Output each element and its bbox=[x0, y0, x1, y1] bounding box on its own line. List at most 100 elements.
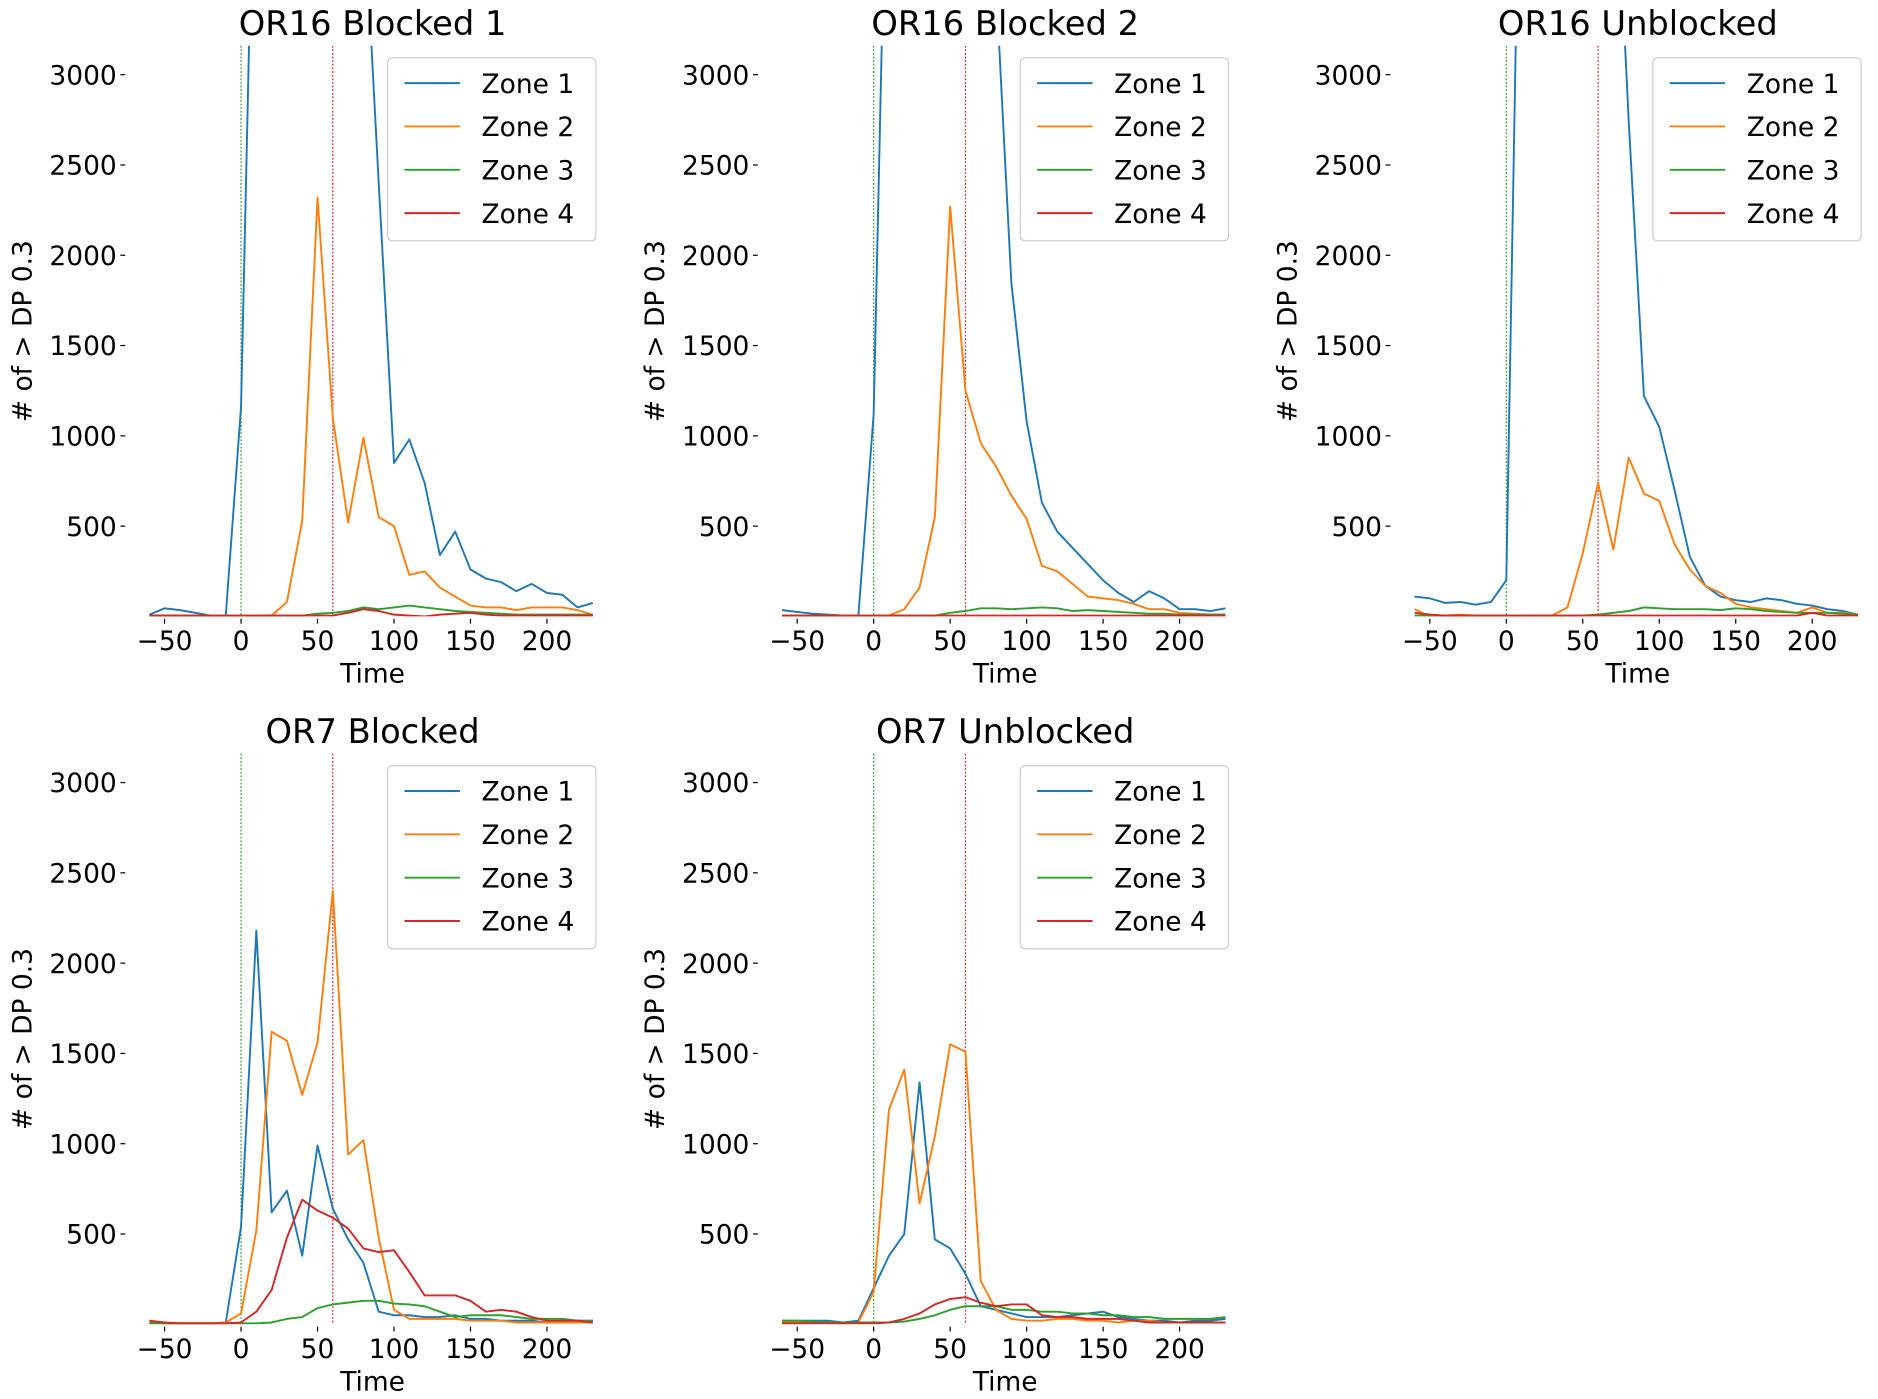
y-tick-label: 2500 bbox=[49, 151, 116, 182]
y-tick-label: 2000 bbox=[49, 241, 116, 272]
y-tick-label: 1000 bbox=[49, 421, 116, 452]
series-line bbox=[781, 1043, 1226, 1324]
x-tick-label: 200 bbox=[1787, 626, 1838, 657]
legend-label: Zone 1 bbox=[482, 69, 575, 100]
y-tick-label: 2000 bbox=[682, 949, 749, 980]
legend-label: Zone 3 bbox=[482, 863, 575, 894]
series-line bbox=[1414, 611, 1859, 617]
series-line bbox=[149, 608, 593, 617]
series-line bbox=[781, 1081, 1226, 1324]
legend-label: Zone 2 bbox=[1114, 820, 1207, 851]
x-tick-label: 200 bbox=[522, 1334, 573, 1365]
legend-label: Zone 1 bbox=[1747, 69, 1840, 100]
y-tick-label: 3000 bbox=[682, 768, 749, 799]
x-tick-label: 150 bbox=[1078, 1334, 1129, 1365]
y-tick-label: 1500 bbox=[682, 1039, 749, 1070]
y-tick-label: 500 bbox=[1331, 512, 1382, 543]
y-tick-label: 3000 bbox=[49, 768, 116, 799]
subplot: OR7 Unblocked 500 1000 1500 2000 2500 3000 −50 0… bbox=[640, 712, 1230, 1398]
y-tick-label: 2000 bbox=[682, 241, 749, 272]
x-tick-label: −50 bbox=[769, 1334, 825, 1365]
x-tick-label: 50 bbox=[301, 1334, 335, 1365]
x-tick-label: 150 bbox=[445, 1334, 496, 1365]
x-tick-label: 50 bbox=[933, 1334, 967, 1365]
plot-area bbox=[149, 45, 594, 617]
x-axis-label: Time bbox=[339, 1367, 405, 1398]
legend-label: Zone 4 bbox=[1747, 199, 1840, 230]
x-tick-label: 0 bbox=[865, 626, 882, 657]
legend-label: Zone 3 bbox=[1114, 863, 1207, 894]
x-tick-label: 50 bbox=[1566, 626, 1600, 657]
y-axis-label: # of > DP 0.3 bbox=[7, 240, 38, 422]
y-tick-label: 3000 bbox=[1315, 60, 1382, 91]
x-axis-label: Time bbox=[972, 659, 1038, 690]
y-axis-label: # of > DP 0.3 bbox=[7, 948, 38, 1130]
x-axis-label: Time bbox=[1604, 659, 1670, 690]
x-tick-label: 100 bbox=[369, 626, 420, 657]
x-tick-label: 0 bbox=[233, 626, 250, 657]
series-line bbox=[149, 196, 594, 617]
y-axis-label: # of > DP 0.3 bbox=[640, 948, 671, 1130]
subplot: OR7 Blocked 500 1000 1500 2000 2500 3000 −50 0 50… bbox=[7, 712, 597, 1398]
x-tick-label: 0 bbox=[1498, 626, 1515, 657]
x-tick-label: 0 bbox=[865, 1334, 882, 1365]
series-line bbox=[781, 1296, 1226, 1325]
x-tick-label: 200 bbox=[1154, 626, 1205, 657]
chart-title: OR16 Blocked 1 bbox=[239, 4, 507, 43]
x-axis-label: Time bbox=[339, 659, 405, 690]
x-tick-label: 100 bbox=[1634, 626, 1685, 657]
x-tick-label: 150 bbox=[445, 626, 496, 657]
x-tick-label: 200 bbox=[1154, 1334, 1205, 1365]
x-tick-label: −50 bbox=[1402, 626, 1458, 657]
legend-label: Zone 3 bbox=[482, 155, 575, 186]
x-axis-label: Time bbox=[972, 1367, 1038, 1398]
legend-label: Zone 4 bbox=[482, 199, 575, 230]
y-axis-label: # of > DP 0.3 bbox=[1273, 240, 1304, 422]
legend-label: Zone 4 bbox=[1114, 199, 1207, 230]
y-tick-label: 1000 bbox=[1315, 421, 1382, 452]
x-tick-label: 200 bbox=[522, 626, 573, 657]
y-tick-label: 2000 bbox=[1315, 241, 1382, 272]
y-axis-label: # of > DP 0.3 bbox=[640, 240, 671, 422]
x-tick-label: 50 bbox=[933, 626, 967, 657]
x-tick-label: 100 bbox=[1001, 1334, 1052, 1365]
y-tick-label: 500 bbox=[699, 512, 750, 543]
legend-label: Zone 3 bbox=[1747, 155, 1840, 186]
legend-label: Zone 4 bbox=[1114, 907, 1207, 938]
y-tick-label: 2500 bbox=[1315, 151, 1382, 182]
x-tick-label: 100 bbox=[1001, 626, 1052, 657]
legend-box bbox=[1019, 57, 1230, 242]
legend-box bbox=[1652, 57, 1862, 242]
x-tick-label: 150 bbox=[1078, 626, 1129, 657]
chart-title: OR7 Blocked bbox=[266, 712, 480, 751]
legend-label: Zone 2 bbox=[482, 112, 575, 143]
legend-label: Zone 2 bbox=[482, 820, 575, 851]
subplot: OR16 Blocked 250010001500200025003000−50… bbox=[640, 4, 1230, 690]
subplot: OR16 Unblocked50010001500200025003000−50… bbox=[1273, 4, 1862, 690]
legend-label: Zone 1 bbox=[1114, 69, 1207, 100]
legend-label: Zone 1 bbox=[1114, 777, 1207, 808]
series-line bbox=[149, 889, 593, 1325]
y-tick-label: 500 bbox=[66, 1220, 117, 1251]
y-tick-label: 1500 bbox=[1315, 331, 1382, 362]
y-tick-label: 2500 bbox=[49, 858, 116, 889]
plot-area bbox=[781, 45, 1226, 617]
chart-title: OR7 Unblocked bbox=[876, 712, 1134, 751]
y-tick-label: 3000 bbox=[49, 60, 116, 91]
series-line bbox=[149, 929, 593, 1325]
legend-label: Zone 1 bbox=[482, 777, 575, 808]
plot-area bbox=[781, 753, 1226, 1325]
legend-label: Zone 2 bbox=[1114, 112, 1207, 143]
x-tick-label: 150 bbox=[1710, 626, 1761, 657]
legend-box bbox=[387, 765, 597, 950]
plot-area bbox=[149, 753, 593, 1325]
legend-label: Zone 3 bbox=[1114, 155, 1207, 186]
series-line bbox=[1414, 45, 1859, 616]
series-line bbox=[1414, 456, 1859, 617]
y-tick-label: 500 bbox=[699, 1220, 750, 1251]
x-tick-label: −50 bbox=[769, 626, 825, 657]
y-tick-label: 500 bbox=[66, 512, 117, 543]
x-tick-label: 100 bbox=[369, 1334, 420, 1365]
